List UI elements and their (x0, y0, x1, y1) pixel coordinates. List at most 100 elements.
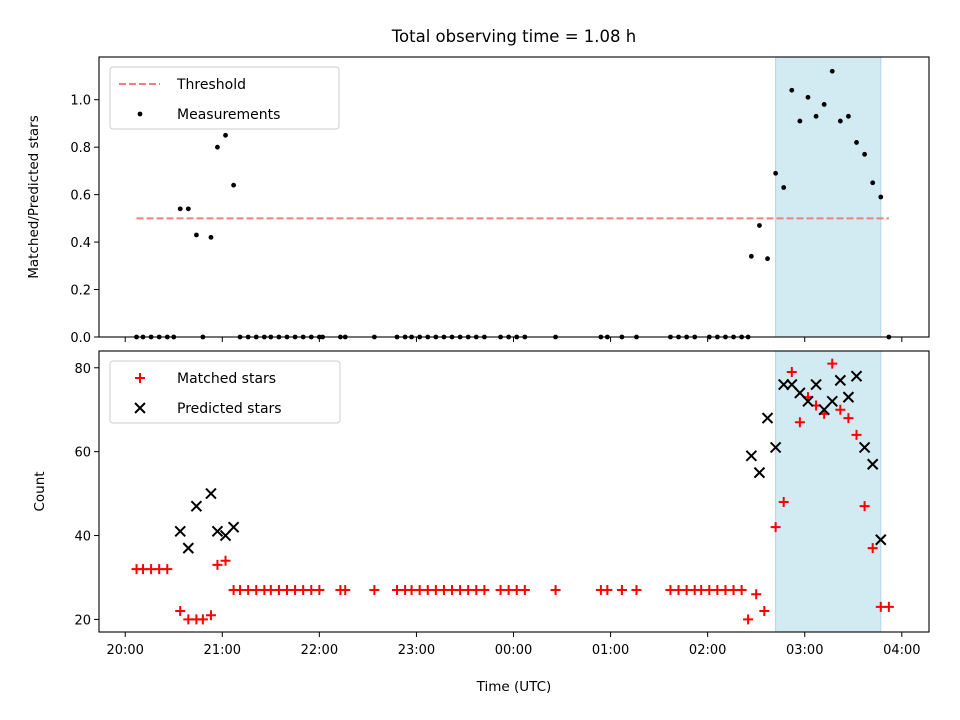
data-point (227, 521, 240, 533)
x-tick-label: 04:00 (883, 643, 920, 658)
data-point (829, 68, 835, 74)
data-point (743, 614, 754, 625)
y-tick-label: 0.2 (70, 284, 91, 299)
data-point (846, 113, 851, 119)
data-point (813, 113, 819, 119)
data-point (797, 118, 803, 124)
legend-entry: Threshold (176, 77, 246, 93)
chart-title: Total observing time = 1.08 h (391, 27, 636, 46)
legend-plus-marker (135, 373, 145, 383)
data-point (883, 601, 894, 612)
data-point (369, 585, 380, 596)
data-point (205, 487, 217, 500)
x-tick-label: 23:00 (398, 643, 435, 658)
data-point (765, 256, 770, 262)
data-point (858, 441, 871, 454)
data-point (751, 589, 762, 600)
y-tick-label: 1.0 (70, 94, 91, 109)
x-tick-label: 03:00 (786, 643, 823, 658)
data-point (843, 413, 854, 424)
data-point (736, 585, 747, 596)
data-point (211, 525, 224, 538)
data-point (769, 441, 782, 454)
data-point (220, 555, 231, 566)
x-tick-label: 20:00 (106, 643, 143, 658)
highlight-span (775, 56, 882, 338)
data-point (781, 185, 787, 190)
data-point (757, 223, 762, 228)
data-point (314, 585, 325, 596)
data-point (205, 610, 216, 621)
count-panel: 20 40 60 80 20:00 21:00 22:00 23:00 00:00 01:00 02… (32, 350, 930, 695)
data-point (208, 234, 214, 240)
y-tick-label: 20 (74, 613, 91, 628)
data-point (759, 606, 770, 617)
legend-entry: Matched stars (177, 371, 276, 387)
legend-box (109, 360, 341, 424)
x-tick-label: 22:00 (301, 643, 338, 658)
data-point (177, 206, 183, 212)
highlight-span (775, 350, 882, 633)
series-predicted-stars (174, 370, 887, 554)
data-point (778, 378, 790, 391)
x-tick-label: 02:00 (689, 643, 726, 658)
data-point (810, 378, 822, 391)
data-point (761, 412, 774, 424)
data-point (850, 370, 863, 382)
y-tick-label: 40 (74, 530, 91, 545)
legend: Matched stars Predicted stars (109, 360, 341, 424)
data-point (616, 585, 627, 596)
data-point (878, 194, 884, 200)
y-tick-label: 0.4 (70, 236, 91, 251)
data-point (748, 253, 754, 259)
data-point (550, 585, 561, 596)
data-point (862, 151, 868, 157)
x-tick-label: 00:00 (495, 643, 532, 658)
legend-x-marker (134, 402, 146, 414)
data-point (821, 102, 827, 107)
data-point (745, 450, 758, 462)
data-point (773, 170, 779, 176)
data-point (231, 182, 237, 188)
data-point (190, 500, 203, 512)
x-axis-label: Time (UTC) (476, 679, 552, 695)
data-point (215, 144, 220, 150)
data-point (182, 542, 195, 554)
data-point (185, 206, 191, 212)
legend-entry: Predicted stars (177, 401, 282, 417)
data-point (602, 585, 613, 596)
data-point (631, 585, 642, 596)
y-tick-label: 0.8 (70, 141, 91, 156)
y-tick-label: 80 (74, 362, 91, 377)
data-point (870, 180, 876, 186)
data-point (802, 395, 814, 408)
data-point (837, 118, 843, 124)
data-point (197, 614, 208, 625)
legend: Threshold Measurements (109, 66, 340, 130)
data-point (193, 232, 199, 238)
data-point (162, 564, 173, 575)
data-point (827, 358, 838, 369)
data-point (786, 366, 797, 377)
data-point (835, 404, 846, 415)
data-point (842, 391, 855, 403)
data-point (519, 585, 530, 596)
data-point (778, 496, 789, 507)
data-point (479, 585, 490, 596)
data-point (175, 606, 186, 617)
data-point (174, 525, 186, 538)
legend-entry: Measurements (177, 107, 280, 123)
data-point (805, 94, 811, 100)
data-point (770, 522, 781, 533)
x-tick-label: 21:00 (204, 643, 241, 658)
data-point (826, 395, 838, 408)
data-point (875, 534, 887, 546)
data-point (834, 374, 847, 387)
data-point (854, 140, 859, 145)
data-point (789, 87, 795, 93)
x-tick-label: 01:00 (592, 643, 629, 658)
legend-dot-marker (137, 111, 143, 117)
data-point (867, 543, 878, 554)
legend-box (109, 66, 340, 130)
